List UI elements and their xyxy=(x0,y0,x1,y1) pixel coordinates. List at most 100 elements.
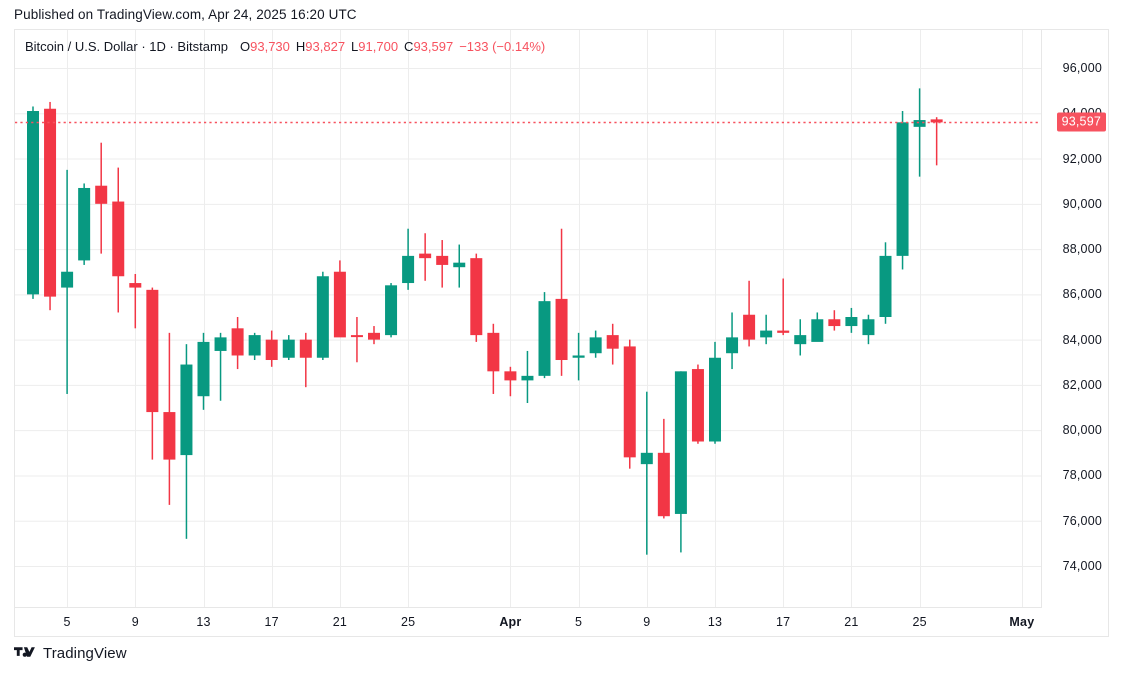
low-label: L xyxy=(351,39,359,54)
candle-body xyxy=(61,271,74,288)
published-text: Published on TradingView.com, Apr 24, 20… xyxy=(14,7,357,22)
candle-body xyxy=(163,412,176,460)
candle-body xyxy=(385,285,398,336)
tradingview-brand-name: TradingView xyxy=(43,645,127,662)
candle-body xyxy=(623,346,636,458)
candle-body xyxy=(487,332,500,372)
candle-body xyxy=(640,452,653,465)
candle-body xyxy=(930,119,943,123)
candle-body xyxy=(845,317,858,327)
time-tick-label: Apr xyxy=(499,615,522,629)
tradingview-brand: TradingView xyxy=(14,645,127,662)
time-tick-label: 5 xyxy=(575,615,583,629)
candle-body xyxy=(674,371,687,514)
open-label: O xyxy=(240,39,251,54)
price-tick-label: 76,000 xyxy=(1062,513,1102,528)
time-tick-label: 13 xyxy=(196,615,211,629)
candle-body xyxy=(743,314,756,340)
close-label: C xyxy=(404,39,414,54)
candle-body xyxy=(95,185,108,204)
close-value: 93,597 xyxy=(413,39,454,54)
candle-wick xyxy=(356,317,358,363)
candles-group xyxy=(27,88,943,555)
candle-wick xyxy=(748,280,750,347)
price-tick-label: 88,000 xyxy=(1062,242,1102,257)
price-tick-label: 90,000 xyxy=(1062,196,1102,211)
candle-body xyxy=(265,339,278,361)
price-tick-label: 80,000 xyxy=(1062,423,1102,438)
candle-body xyxy=(282,339,295,358)
candle-body xyxy=(453,262,466,268)
time-tick-label: 9 xyxy=(131,615,139,629)
candle-body xyxy=(44,108,57,297)
candle-body xyxy=(350,335,363,338)
high-label: H xyxy=(295,39,306,54)
candle-body xyxy=(180,364,193,456)
candle-wick xyxy=(782,278,784,336)
candle-body xyxy=(726,337,739,354)
price-tick-label: 84,000 xyxy=(1062,332,1102,347)
candle-body xyxy=(197,341,210,397)
candle-body xyxy=(555,298,568,361)
time-tick-label: 21 xyxy=(844,615,859,629)
candle-wick xyxy=(646,391,648,555)
candle-body xyxy=(436,255,449,265)
time-tick-label: 5 xyxy=(63,615,71,629)
candle-body xyxy=(828,319,841,327)
candle-body xyxy=(691,369,704,442)
published-bar: Published on TradingView.com, Apr 24, 20… xyxy=(0,0,1123,29)
change-value: −133 (−0.14%) xyxy=(459,39,546,54)
price-tick-label: 82,000 xyxy=(1062,377,1102,392)
candle-wick xyxy=(935,117,938,166)
time-tick-label: 17 xyxy=(776,615,791,629)
candle-body xyxy=(419,253,432,259)
candle-body xyxy=(572,355,585,358)
candle-body xyxy=(78,187,91,261)
plot-area[interactable] xyxy=(15,30,1041,608)
candle-wick xyxy=(765,314,767,345)
price-tick-label: 78,000 xyxy=(1062,468,1102,483)
candle-body xyxy=(248,335,261,356)
open-value: 93,730 xyxy=(250,39,290,54)
price-tick-label: 96,000 xyxy=(1062,61,1102,75)
tradingview-logo-icon xyxy=(14,646,35,657)
low-value: 91,700 xyxy=(358,39,399,54)
chart-container: Bitcoin / U.S. Dollar · 1D · Bitstamp O93… xyxy=(14,29,1109,637)
candle-body xyxy=(299,339,312,358)
candle-wick xyxy=(219,332,222,401)
candle-wick xyxy=(918,88,921,177)
candle-body xyxy=(606,335,619,349)
candle-body xyxy=(811,319,824,342)
candle-body xyxy=(316,276,329,358)
time-tick-label: 9 xyxy=(643,615,651,629)
candle-body xyxy=(913,120,926,127)
candle-body xyxy=(27,111,39,295)
candlestick-svg xyxy=(15,30,1041,608)
candle-body xyxy=(521,375,534,381)
price-tick-label: 74,000 xyxy=(1062,559,1102,573)
time-tick-label: 17 xyxy=(264,615,279,629)
time-tick-label: 25 xyxy=(400,615,416,629)
candle-body xyxy=(368,332,380,340)
time-tick-label: 25 xyxy=(912,615,927,629)
chart-legend: Bitcoin / U.S. Dollar · 1D · Bitstamp O93… xyxy=(25,39,545,55)
candle-wick xyxy=(305,332,307,388)
candle-body xyxy=(794,335,807,345)
price-tick-label: 92,000 xyxy=(1062,151,1102,166)
time-scale[interactable]: 5 9 13 17 21 25 Apr 5 9 13 17 21 25 May xyxy=(15,607,1041,636)
candle-body xyxy=(146,289,159,413)
candle-body xyxy=(589,337,602,354)
symbol-title[interactable]: Bitcoin / U.S. Dollar · 1D · Bitstamp xyxy=(25,39,228,54)
time-tick-label: 21 xyxy=(332,615,348,629)
current-price-badge[interactable]: 93,597 xyxy=(1056,112,1106,132)
candle-wick xyxy=(134,273,137,329)
price-tick-label: 86,000 xyxy=(1062,287,1102,302)
candle-body xyxy=(760,330,773,338)
time-tick-label: May xyxy=(1009,615,1035,629)
candle-body xyxy=(214,337,227,351)
candle-body xyxy=(504,371,517,381)
candle-body xyxy=(896,122,909,256)
candle-body xyxy=(709,357,721,442)
candle-body xyxy=(862,319,875,336)
price-scale[interactable]: 96,00094,00092,00090,00088,00086,00084,0… xyxy=(1041,30,1108,608)
